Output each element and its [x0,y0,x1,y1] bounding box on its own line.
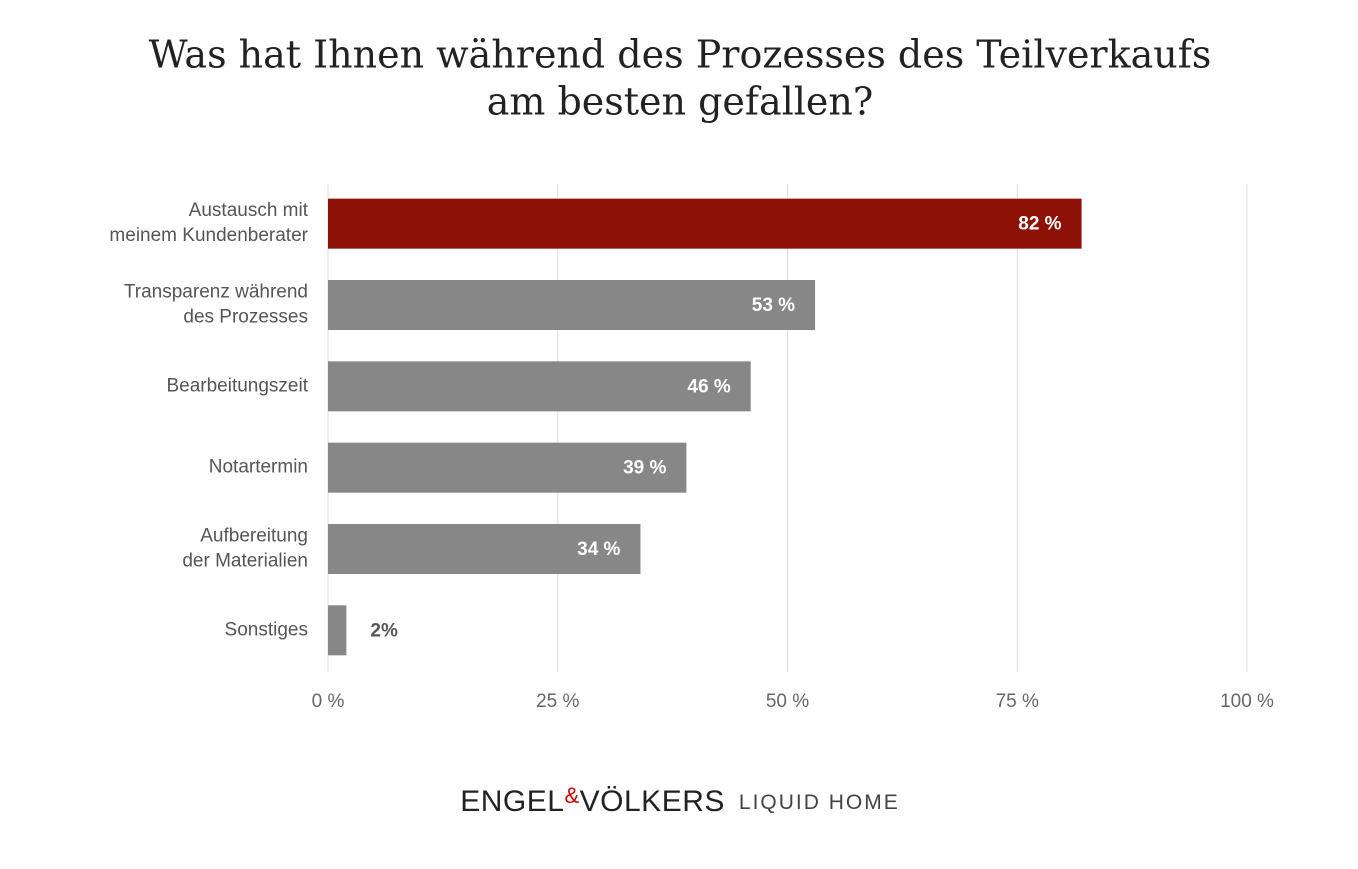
y-tick-label: Notartermin [209,457,308,478]
y-tick-label: Sonstiges [225,619,308,640]
value-label: 2% [370,620,398,641]
value-label: 53 % [752,295,795,316]
logo-text: VÖLKERS [580,785,725,818]
value-label: 34 % [577,539,620,560]
y-tick-label: Bearbeitungszeit [166,375,308,396]
y-tick-label: des Prozesses [183,307,308,328]
bar [328,605,347,656]
value-label: 82 % [1018,214,1061,235]
bar [328,198,1082,249]
y-tick-label: der Materialien [182,551,308,572]
x-tick-label: 100 % [1220,691,1274,712]
chart-title: Was hat Ihnen während des Prozesses des … [149,33,1212,77]
value-label: 39 % [623,458,666,479]
y-tick-label: Austausch mit [189,200,309,221]
x-tick-label: 0 % [312,691,345,712]
x-tick-label: 75 % [996,691,1039,712]
x-tick-label: 25 % [536,691,579,712]
logo-sub: LIQUID HOME [739,791,900,814]
x-tick-label: 50 % [766,691,809,712]
value-label: 46 % [687,376,730,397]
bar [328,524,641,574]
bar [328,361,751,412]
logo: ENGEL&VÖLKERS LIQUID HOME [460,783,900,818]
y-tick-label: Aufbereitung [200,526,308,547]
logo-text: ENGEL [460,785,564,818]
logo-ampersand: & [564,783,579,808]
chart-title: am besten gefallen? [487,80,874,124]
y-tick-label: meinem Kundenberater [109,225,308,246]
bar [328,280,816,330]
bar [328,442,687,493]
y-tick-label: Transparenz während [124,282,308,303]
